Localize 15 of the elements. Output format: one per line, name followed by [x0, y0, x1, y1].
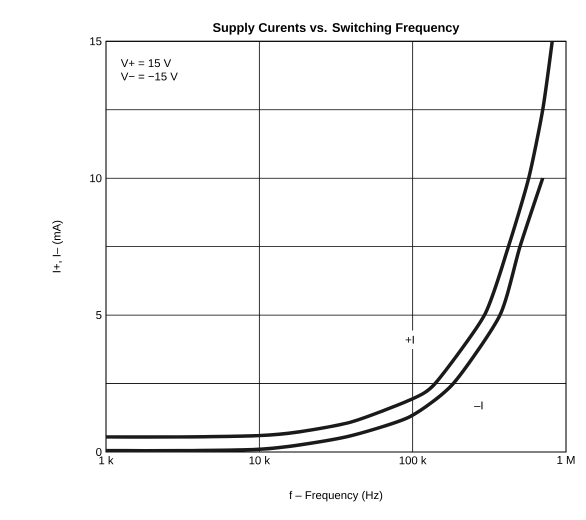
y-axis-title: I+, I– (mA) [52, 220, 63, 272]
annotation: V+ = 15 V [120, 59, 172, 68]
x-tick-label: 1 M [557, 456, 575, 464]
annotation: +I [406, 336, 414, 344]
chart-title: Supply Curents vs. Switching Frequency [212, 22, 460, 35]
x-axis-title: f – Frequency (Hz) [289, 490, 382, 502]
y-tick-label: 15 [90, 37, 102, 46]
annotation: –I [474, 402, 482, 410]
x-tick-label: 100 k [400, 456, 427, 464]
y-tick-label: 0 [96, 448, 102, 456]
x-tick-label: 10 k [249, 456, 270, 464]
y-tick-label: 10 [90, 174, 102, 182]
annotation: V− = −15 V [120, 72, 178, 80]
y-tick-label: 5 [96, 311, 102, 320]
x-tick-label: 1 k [99, 456, 114, 464]
